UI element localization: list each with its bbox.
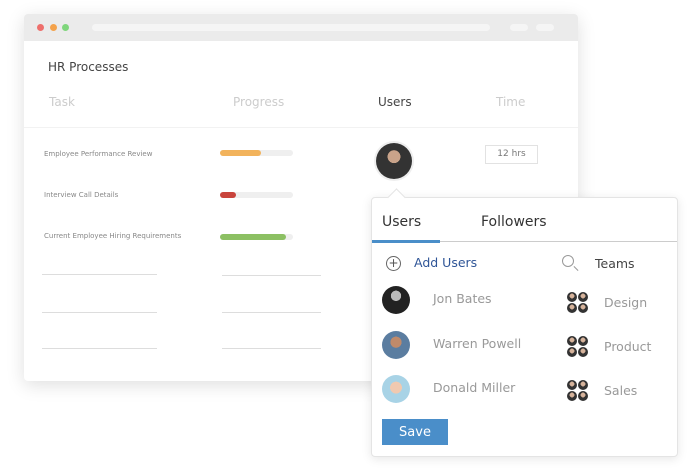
user-name[interactable]: Warren Powell [433,336,522,351]
users-popup: Users Followers + Add Users Teams Jon Ba… [371,188,678,457]
progress-fill [220,150,261,156]
header-time: Time [496,95,526,109]
tab-users[interactable]: Users [382,214,422,230]
user-avatar [382,375,410,403]
team-name[interactable]: Sales [604,383,638,398]
team-avatars [567,292,588,313]
teams-label: Teams [595,256,635,271]
progress-fill [220,234,286,240]
placeholder-line [222,275,321,276]
placeholder-line [42,312,157,313]
header-progress: Progress [233,95,285,109]
progress-bar [220,192,293,198]
header-task: Task [49,95,75,109]
save-button[interactable]: Save [382,419,448,445]
tab-divider [372,241,677,242]
task-name[interactable]: Current Employee Hiring Requirements [44,232,182,240]
user-avatar[interactable] [376,143,412,179]
divider [24,127,578,128]
task-name[interactable]: Employee Performance Review [44,150,153,158]
team-avatars [567,380,588,401]
progress-fill [220,192,237,198]
close-dot[interactable] [37,24,44,31]
user-name[interactable]: Jon Bates [433,291,492,306]
time-badge: 12 hrs [485,145,538,164]
maximize-dot[interactable] [62,24,69,31]
placeholder-line [222,348,321,349]
search-icon[interactable] [562,255,574,267]
header-users: Users [378,95,412,109]
placeholder-line [222,312,321,313]
placeholder-line [42,348,157,349]
minimize-dot[interactable] [50,24,57,31]
page-title: HR Processes [48,60,129,74]
team-name[interactable]: Product [604,339,652,354]
title-bar [24,14,578,41]
progress-bar [220,150,293,156]
tab-followers[interactable]: Followers [481,214,547,230]
user-name[interactable]: Donald Miller [433,380,516,395]
progress-bar [220,234,293,240]
address-bar[interactable] [92,24,490,31]
toolbar-pill [510,24,528,31]
add-users-label: Add Users [414,255,478,270]
placeholder-line [42,274,157,275]
toolbar-pill [536,24,554,31]
active-tab-indicator [372,240,440,243]
task-name[interactable]: Interview Call Details [44,191,119,199]
user-avatar [382,331,410,359]
team-avatars [567,336,588,357]
plus-circle-icon: + [386,256,401,271]
search-icon-handle [573,266,579,271]
team-name[interactable]: Design [604,295,648,310]
user-avatar [382,286,410,314]
